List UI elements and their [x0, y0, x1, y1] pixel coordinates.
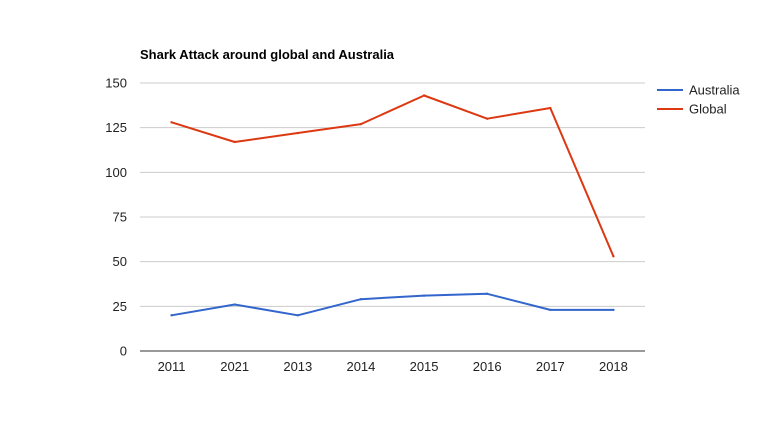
data-point: [422, 94, 426, 97]
data-point: [549, 106, 552, 110]
x-tick-label: 2013: [283, 359, 312, 374]
data-point: [485, 117, 489, 120]
series-line-australia: [171, 292, 614, 317]
data-point: [359, 122, 363, 126]
gridlines: [140, 82, 645, 352]
y-axis-ticks: 0 25 50 75 100 125 150: [105, 76, 127, 359]
y-tick-label: 50: [113, 254, 127, 269]
legend-label: Global: [689, 102, 727, 117]
y-tick-label: 100: [105, 165, 127, 180]
x-tick-label: 2016: [473, 359, 502, 374]
y-tick-label: 0: [120, 344, 127, 359]
x-tick-label: 2011: [158, 359, 186, 374]
series-line-global: [171, 94, 615, 257]
data-point: [359, 297, 363, 301]
data-point: [612, 255, 615, 258]
legend: Australia Global: [657, 83, 740, 117]
x-tick-label: 2017: [536, 359, 565, 374]
data-point: [170, 121, 173, 124]
data-point: [549, 308, 552, 312]
series-lines: [170, 94, 615, 317]
data-point: [422, 294, 426, 297]
data-point: [170, 314, 173, 317]
y-tick-label: 75: [113, 210, 127, 225]
data-point: [612, 308, 615, 312]
x-tick-label: 2018: [599, 359, 628, 374]
y-tick-label: 25: [113, 299, 127, 314]
data-point: [485, 292, 489, 296]
x-tick-label: 2015: [410, 359, 439, 374]
chart-title: Shark Attack around global and Australia: [140, 47, 395, 62]
legend-label: Australia: [689, 83, 740, 98]
data-point: [233, 303, 236, 306]
data-point: [296, 131, 300, 135]
y-tick-label: 125: [105, 120, 127, 135]
x-axis-ticks: 2011 2021 2013 2014 2015 2016 2017 2018: [158, 359, 628, 374]
data-point: [233, 140, 236, 144]
x-tick-label: 2014: [346, 359, 375, 374]
data-point: [296, 314, 300, 317]
y-tick-label: 150: [105, 76, 127, 91]
x-tick-label: 2021: [220, 359, 249, 374]
